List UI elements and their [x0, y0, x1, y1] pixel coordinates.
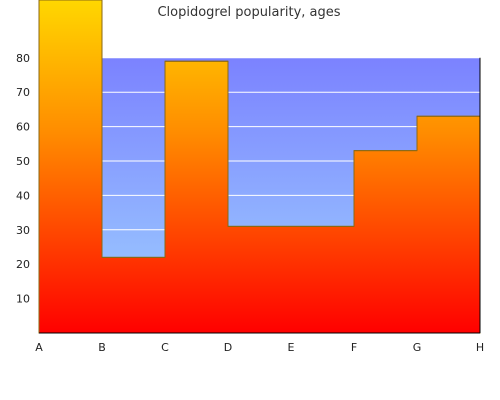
chart-title: Clopidogrel popularity, ages — [157, 5, 340, 20]
x-tick-label: H — [476, 341, 484, 354]
x-tick-label: F — [351, 341, 357, 354]
x-tick-label: E — [288, 341, 295, 354]
y-tick-label: 80 — [16, 52, 30, 65]
y-tick-label: 30 — [16, 224, 30, 237]
x-tick-label: D — [224, 341, 232, 354]
y-tick-label: 10 — [16, 293, 30, 306]
y-tick-label: 20 — [16, 258, 30, 271]
x-tick-label: C — [161, 341, 169, 354]
x-tick-label: A — [35, 341, 43, 354]
y-tick-label: 40 — [16, 189, 30, 202]
y-tick-label: 50 — [16, 155, 30, 168]
x-tick-label: G — [413, 341, 422, 354]
plot-area: 10 20 30 40 50 60 70 80 A B C D E F G H — [16, 0, 484, 354]
y-tick-label: 60 — [16, 121, 30, 134]
x-tick-label: B — [98, 341, 106, 354]
y-tick-label: 70 — [16, 86, 30, 99]
